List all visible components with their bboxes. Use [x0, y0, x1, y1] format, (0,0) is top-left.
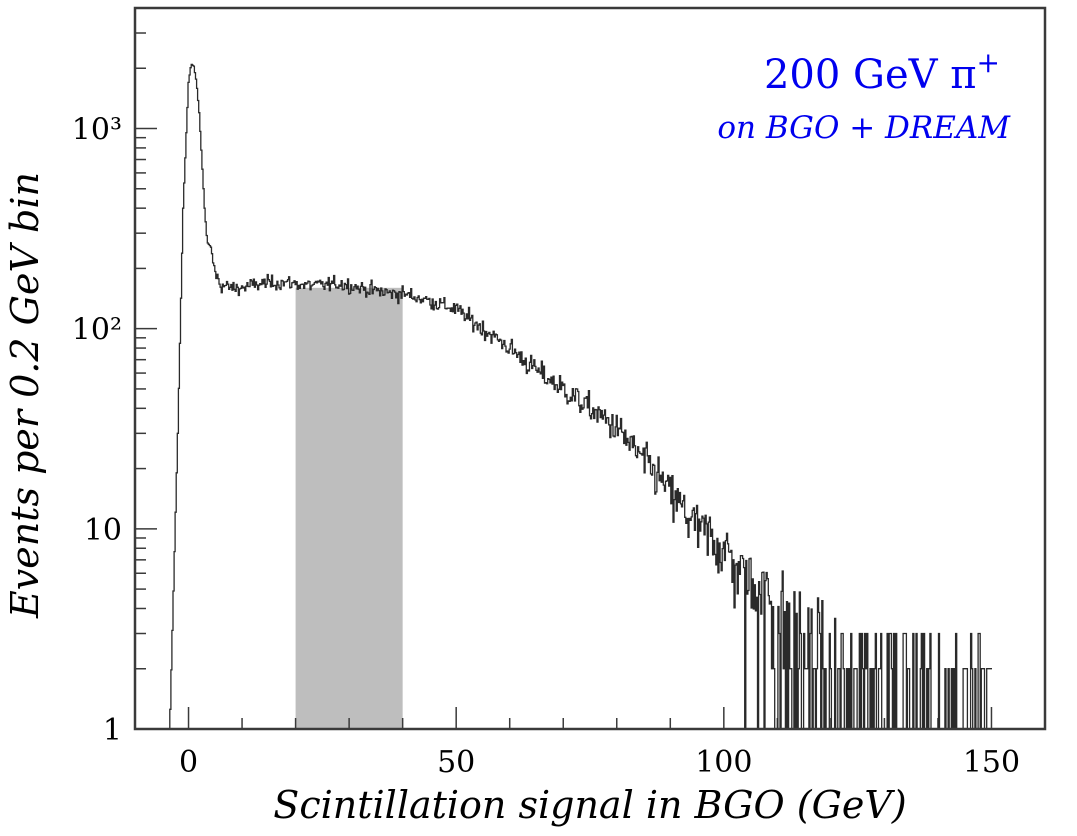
annotation-main: 200 GeV π+	[764, 46, 1000, 98]
x-tick-label: 50	[437, 745, 475, 780]
y-tick-label: 10	[84, 513, 122, 548]
y-tick-label: 10²	[72, 313, 122, 348]
annotation-sub: on BGO + DREAM	[717, 110, 1011, 146]
x-tick-label: 0	[179, 745, 198, 780]
plot-frame	[133, 6, 1047, 731]
y-axis-title: Events per 0.2 GeV bin	[3, 172, 47, 619]
x-axis-title: Scintillation signal in BGO (GeV)	[273, 783, 906, 827]
highlight-band	[295, 287, 403, 729]
y-tick-labels: 1 10 10² 10³	[72, 113, 122, 748]
y-tick-label: 10³	[72, 113, 122, 148]
x-tick-label: 100	[695, 745, 752, 780]
annotation-main-superscript: +	[977, 46, 1000, 79]
x-tick-label: 150	[963, 745, 1020, 780]
histogram-line	[169, 63, 992, 730]
y-tick-label: 1	[103, 713, 122, 748]
x-tick-labels: 0 50 100 150	[179, 745, 1020, 780]
annotation-main-text: 200 GeV π	[764, 52, 977, 98]
